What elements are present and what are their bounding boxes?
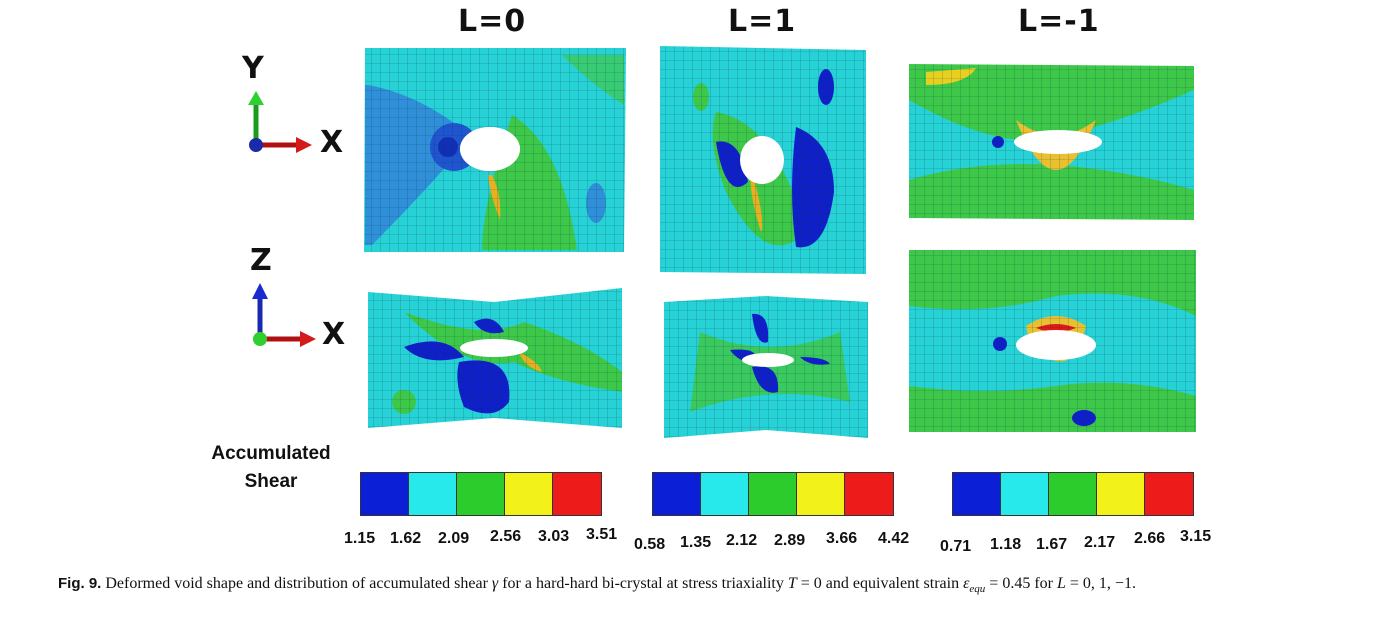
colorbar-l0-tick: 1.62 [390,530,422,547]
axes-triad-xy: Y X [238,51,348,165]
column-title-lm1: L=-1 [1018,4,1100,39]
figure-label: Fig. 9. [58,575,102,592]
colorbar-lm1-tick: 2.17 [1084,534,1116,551]
colorbar-segment [457,473,505,515]
colorbar-lm1-tick: 0.71 [940,538,972,555]
colorbar-l0-tick: 2.56 [490,528,522,545]
colorbar-segment [409,473,457,515]
colorbar-segment [701,473,749,515]
colorbar-l0-tick: 1.15 [344,530,376,547]
caption-eps-symbol: ε [963,575,970,592]
contour-panel-l1-xy [660,46,866,274]
colorbar-l0-tick: 3.51 [586,526,618,543]
colorbar-l1-tick: 1.35 [680,534,712,551]
colorbar-lm1-tick: 3.15 [1180,528,1212,545]
caption-text: = 0.45 for [985,575,1057,592]
colorbar-l1-tick: 0.58 [634,536,666,553]
axis-label-z: Z [250,243,272,278]
contour-panel-lm1-zx [909,250,1196,432]
colorbar-segment [653,473,701,515]
column-title-l0: L=0 [458,4,527,39]
caption-text: = 0 and equivalent strain [796,575,964,592]
caption-text: = 0, 1, −1. [1065,575,1136,592]
legend-title: Accumulated Shear [196,440,346,496]
colorbar-segment [1097,473,1145,515]
colorbar-l1-tick: 3.66 [826,530,858,547]
colorbar-segment [505,473,553,515]
contour-panel-lm1-xy [909,64,1194,220]
colorbar-segment [797,473,845,515]
colorbar-segment [1001,473,1049,515]
caption-eps-subscript: equ [969,583,986,596]
legend-title-line1: Accumulated [211,443,331,464]
column-title-l1: L=1 [728,4,797,39]
colorbar-segment [953,473,1001,515]
colorbar-segment [361,473,409,515]
axis-label-x-top: X [320,125,344,160]
colorbar-l1 [652,472,894,516]
colorbar-lm1-tick: 1.18 [990,536,1022,553]
colorbar-segment [553,473,601,515]
axes-xy-icon [248,91,312,153]
colorbar-l1-tick: 2.12 [726,532,758,549]
colorbar-lm1-tick: 1.67 [1036,536,1068,553]
contour-panel-l0-xy [364,48,626,252]
colorbar-lm1 [952,472,1194,516]
colorbar-l1-tick: 2.89 [774,532,806,549]
legend-title-line2: Shear [244,471,298,492]
caption-l-symbol: L [1056,575,1066,592]
axis-label-x-bottom: X [322,317,346,352]
caption-t-symbol: T [787,575,797,592]
caption-text: for a hard-hard bi-crystal at stress tri… [498,575,788,592]
caption-gamma: γ [491,575,499,592]
contour-panel-l1-zx [664,296,868,438]
colorbar-segment [1049,473,1097,515]
colorbar-l1-tick: 4.42 [878,530,910,547]
colorbar-segment [1145,473,1193,515]
axes-zx-icon [252,283,316,347]
contour-panel-l0-zx [368,288,622,428]
colorbar-segment [845,473,893,515]
caption-text: Deformed void shape and distribution of … [101,575,492,592]
axes-triad-zx: Z X [238,243,348,355]
figure-caption: Fig. 9. Deformed void shape and distribu… [58,575,1136,595]
colorbar-segment [749,473,797,515]
colorbar-l0 [360,472,602,516]
colorbar-lm1-tick: 2.66 [1134,530,1166,547]
colorbar-l0-tick: 2.09 [438,530,470,547]
colorbar-l0-tick: 3.03 [538,528,570,545]
axis-label-y: Y [242,51,264,86]
